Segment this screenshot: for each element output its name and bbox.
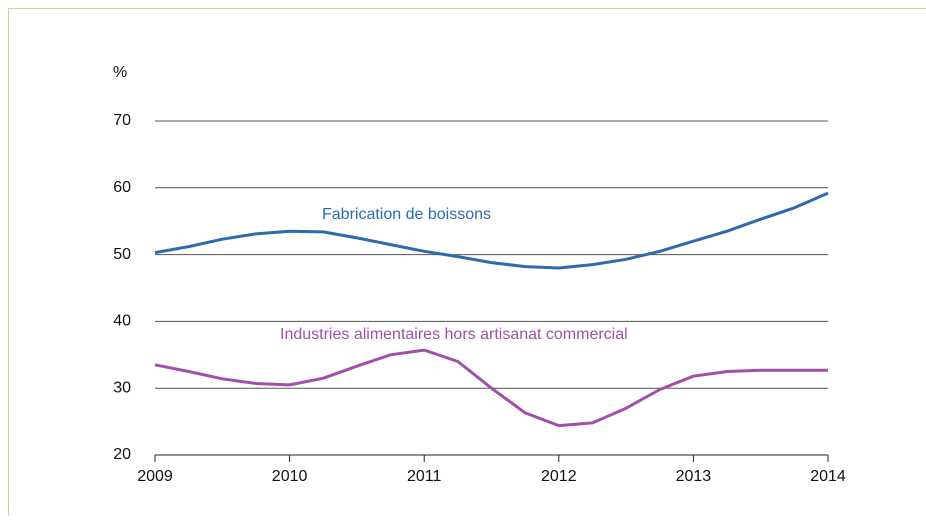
x-tick-label: 2012 [541,468,577,485]
series-line [154,348,828,428]
y-tick-label: 50 [113,246,131,263]
x-tick-label: 2014 [810,468,846,485]
series-label: Fabrication de boissons [322,206,491,223]
series-label: Industries alimentaires hors artisanat c… [280,326,628,343]
y-tick-label: 60 [113,179,131,196]
x-tick-label: 2013 [676,468,712,485]
y-tick-label: 40 [113,313,131,330]
y-tick-label: 70 [113,112,131,129]
x-tick-label: 2011 [407,468,442,485]
y-tick-label: 20 [113,446,131,463]
y-axis-label: % [113,64,127,81]
series-line [154,191,829,270]
x-tick-label: 2010 [272,468,308,485]
x-tick-label: 2009 [137,468,173,485]
y-tick-label: 30 [113,379,131,396]
